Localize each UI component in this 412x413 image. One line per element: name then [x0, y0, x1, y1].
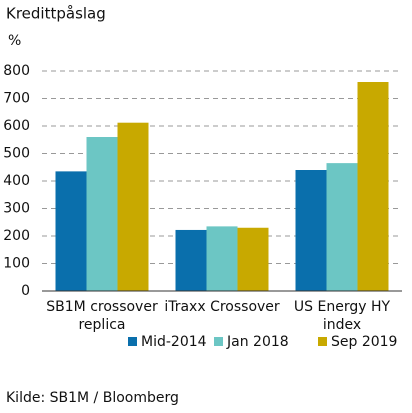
x-tick-label: iTraxx Crossover — [164, 299, 280, 315]
x-tick-label: US Energy HY index — [293, 299, 391, 333]
y-tick-label: 400 — [3, 173, 30, 189]
bar — [357, 82, 389, 291]
y-tick-label: 600 — [3, 118, 30, 134]
legend-swatch — [128, 337, 137, 346]
y-tick-label: 700 — [3, 91, 30, 107]
bar — [175, 229, 207, 291]
bar — [117, 122, 149, 291]
y-tick-label: 100 — [3, 256, 30, 272]
y-tick-label: 0 — [21, 283, 30, 299]
y-tick-label: 300 — [3, 201, 30, 217]
y-axis-label: % — [8, 33, 21, 49]
source: Kilde: SB1M / Bloomberg — [6, 390, 179, 406]
bar — [86, 137, 118, 291]
legend-label: Sep 2019 — [331, 334, 397, 350]
legend-swatch — [318, 337, 327, 346]
y-tick-label: 800 — [3, 63, 30, 79]
bar — [326, 163, 358, 291]
legend-swatch — [214, 337, 223, 346]
y-tick-label: 200 — [3, 228, 30, 244]
legend-label: Jan 2018 — [226, 334, 289, 350]
bar — [206, 226, 238, 291]
bar — [237, 227, 269, 291]
chart-title: Kredittpåslag — [6, 5, 106, 23]
legend-label: Mid-2014 — [141, 334, 207, 350]
y-tick-label: 500 — [3, 146, 30, 162]
bar — [55, 171, 87, 291]
x-tick-label: SB1M crossover replica — [46, 299, 158, 333]
bar — [295, 170, 327, 291]
